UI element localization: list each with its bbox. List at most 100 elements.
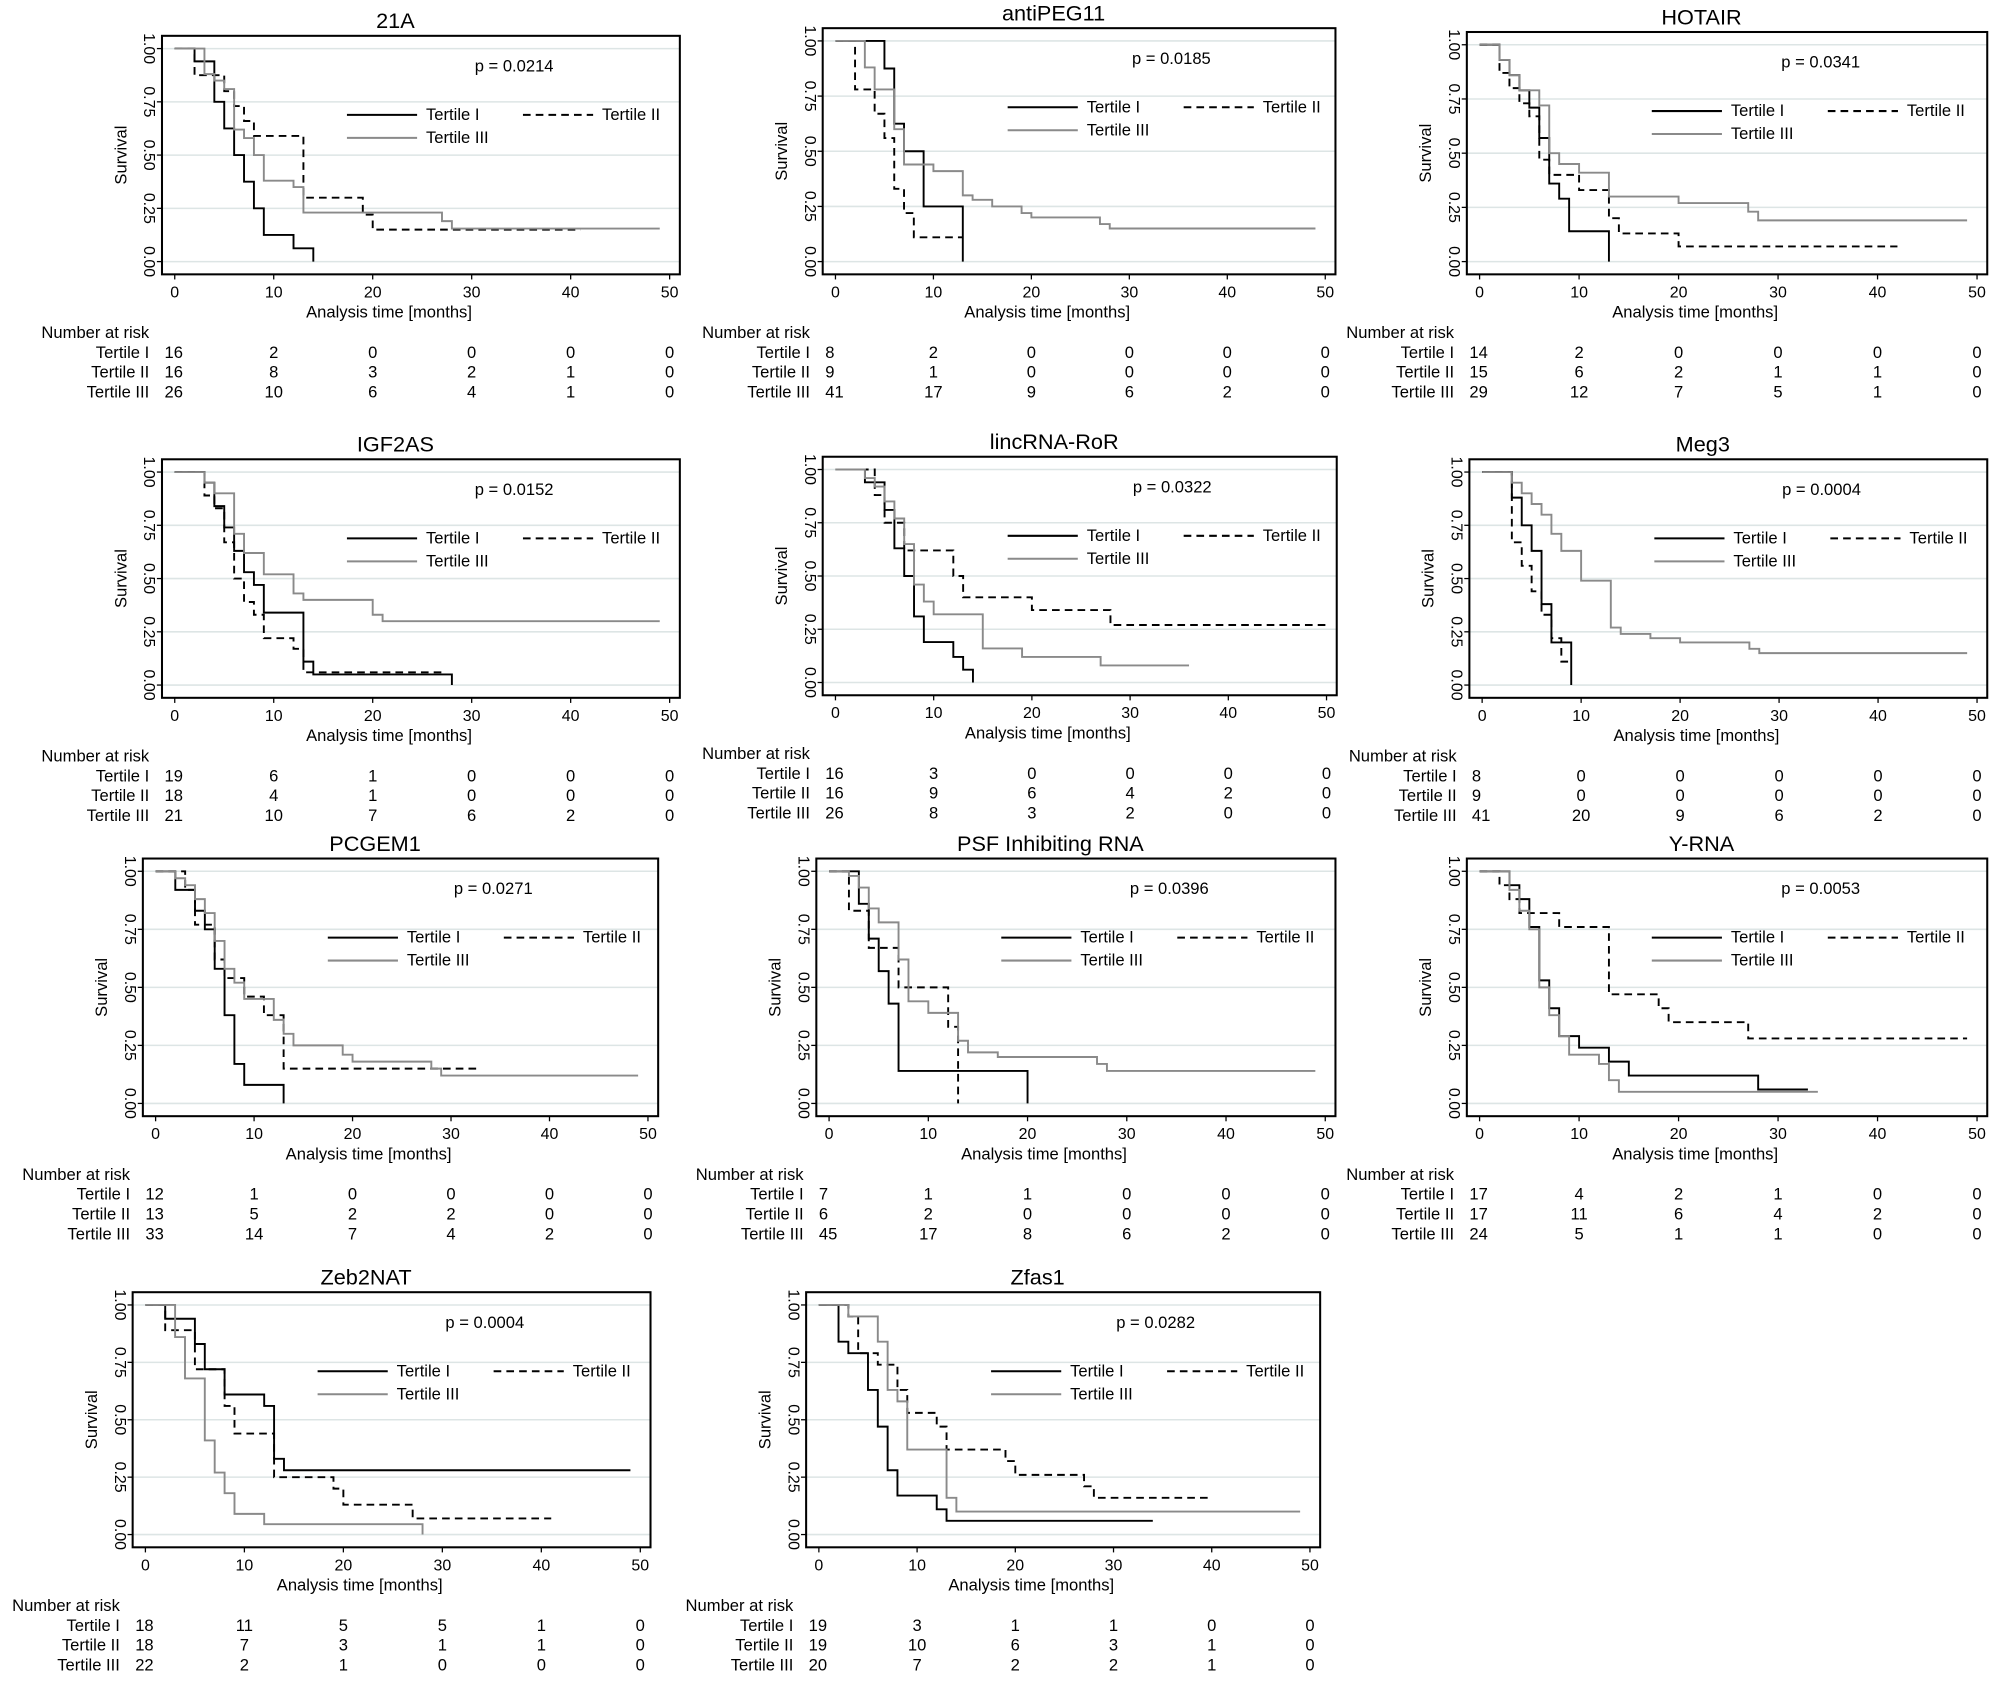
x-tick-label: 20 [344, 1126, 362, 1143]
x-tick-label: 40 [541, 1126, 559, 1143]
plot-frame [805, 1291, 1322, 1549]
survival-curve-tertile-2 [174, 47, 581, 231]
survival-curve-tertile-3 [1479, 870, 1818, 1093]
risk-count: 0 [1122, 1204, 1131, 1223]
survival-curve-tertile-2 [1479, 43, 1898, 248]
risk-row-label: Tertile I [740, 1616, 793, 1635]
y-tick-label: 0.25 [801, 614, 818, 645]
legend-label-tertile-1: Tertile I [1731, 928, 1784, 947]
x-tick-label: 0 [170, 284, 179, 301]
y-tick-label: 0.50 [140, 563, 157, 594]
legend-label-tertile-3: Tertile III [407, 951, 470, 970]
y-tick-label: 0.75 [784, 1347, 801, 1378]
survival-curve-tertile-3 [1482, 471, 1968, 655]
survival-curve-tertile-1 [174, 47, 315, 262]
p-value: p = 0.0004 [445, 1313, 524, 1332]
plot-frame [1465, 857, 1989, 1118]
y-tick-label: 0.25 [794, 1030, 811, 1061]
risk-count: 1 [1207, 1636, 1216, 1655]
risk-count: 0 [1577, 766, 1586, 785]
survival-curve-tertile-2 [1479, 870, 1968, 1040]
plot-frame [1465, 30, 1989, 276]
y-tick-label: 0.25 [784, 1462, 801, 1493]
y-tick-label: 0.50 [794, 972, 811, 1003]
risk-count: 1 [1207, 1655, 1216, 1674]
plot-frame [131, 1291, 652, 1549]
risk-count: 7 [1674, 382, 1683, 401]
risk-row-label: Tertile I [757, 343, 810, 362]
risk-count: 16 [825, 784, 843, 803]
p-value: p = 0.0152 [475, 480, 554, 499]
x-tick-label: 10 [265, 708, 283, 725]
risk-count: 9 [1675, 806, 1684, 825]
y-tick-label: 0.25 [121, 1030, 138, 1061]
risk-count: 0 [665, 786, 674, 805]
risk-count: 0 [1125, 764, 1134, 783]
p-value: p = 0.0214 [475, 57, 554, 76]
y-tick-label: 0.25 [140, 193, 157, 224]
risk-row-label: Tertile II [91, 786, 149, 805]
legend-label-tertile-2: Tertile II [583, 928, 641, 947]
risk-count: 3 [1109, 1636, 1118, 1655]
y-tick-label: 0.25 [1448, 616, 1465, 647]
risk-count: 12 [1570, 382, 1588, 401]
plot-frame [821, 27, 1337, 276]
risk-row-label: Tertile III [747, 803, 810, 822]
risk-count: 19 [809, 1636, 827, 1655]
x-tick-label: 10 [908, 1557, 926, 1574]
y-tick-label: 0.75 [794, 914, 811, 945]
risk-count: 1 [1011, 1616, 1020, 1635]
x-tick-label: 0 [1478, 708, 1487, 725]
chart-title: PSF Inhibiting RNA [957, 831, 1144, 856]
risk-count: 0 [1321, 363, 1330, 382]
y-tick-label: 1.00 [801, 454, 818, 485]
risk-count: 4 [446, 1224, 455, 1243]
risk-count: 6 [1774, 806, 1783, 825]
risk-count: 0 [1122, 1185, 1131, 1204]
risk-count: 13 [145, 1204, 163, 1223]
y-tick-label: 0.00 [801, 246, 818, 277]
risk-count: 0 [1972, 343, 1981, 362]
risk-row-label: Tertile III [1394, 806, 1457, 825]
y-tick-label: 0.00 [111, 1519, 128, 1550]
risk-count: 0 [1221, 1185, 1230, 1204]
survival-curve-tertile-3 [835, 468, 1190, 667]
risk-count: 17 [1469, 1185, 1487, 1204]
risk-count: 1 [339, 1655, 348, 1674]
risk-count: 0 [643, 1224, 652, 1243]
legend-label-tertile-1: Tertile I [1731, 101, 1784, 120]
risk-count: 22 [135, 1655, 153, 1674]
risk-count: 15 [1469, 363, 1487, 382]
survival-curve-tertile-3 [829, 870, 1316, 1072]
y-tick-label: 1.00 [121, 856, 138, 887]
risk-count: 6 [1674, 1204, 1683, 1223]
p-value: p = 0.0282 [1116, 1313, 1195, 1332]
chart-title: Zfas1 [1011, 1265, 1065, 1290]
risk-count: 1 [566, 382, 575, 401]
x-tick-label: 50 [1316, 284, 1334, 301]
y-tick-label: 0.75 [1445, 914, 1462, 945]
number-at-risk-title: Number at risk [1346, 1165, 1454, 1184]
risk-count: 0 [1577, 786, 1586, 805]
y-tick-label: 0.50 [784, 1404, 801, 1435]
y-tick-label: 0.25 [1445, 1030, 1462, 1061]
x-tick-label: 40 [1869, 1126, 1887, 1143]
risk-row-label: Tertile I [1401, 1185, 1454, 1204]
survival-curve-tertile-3 [174, 471, 660, 623]
risk-count: 0 [348, 1185, 357, 1204]
risk-count: 5 [1574, 1224, 1583, 1243]
y-tick-label: 1.00 [111, 1289, 128, 1320]
risk-row-label: Tertile III [1391, 1224, 1454, 1243]
x-axis-label: Analysis time [months] [948, 1576, 1114, 1595]
x-tick-label: 10 [265, 284, 283, 301]
risk-count: 5 [339, 1616, 348, 1635]
risk-count: 7 [368, 806, 377, 825]
x-tick-label: 20 [1006, 1557, 1024, 1574]
x-tick-label: 10 [919, 1126, 937, 1143]
number-at-risk-title: Number at risk [686, 1596, 794, 1615]
risk-count: 0 [1972, 1224, 1981, 1243]
risk-count: 1 [368, 786, 377, 805]
